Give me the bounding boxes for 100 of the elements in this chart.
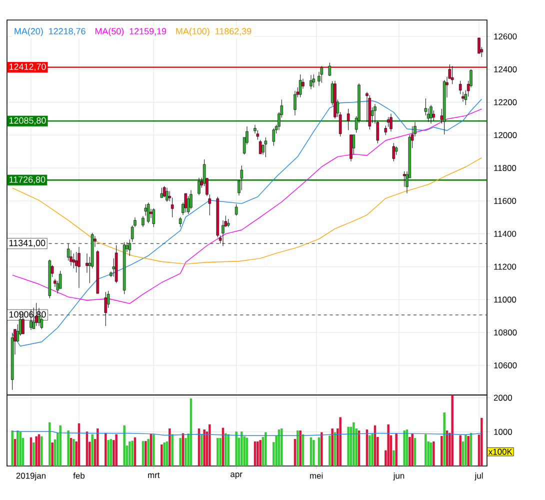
bar [163,442,166,466]
candlestick [390,113,392,132]
bar [142,441,144,466]
y-tick-label: 2000 [494,394,512,401]
bar [216,438,219,466]
bar [11,430,14,466]
candlestick [312,74,316,88]
x-tick-label: mei [310,472,323,479]
candlestick [310,74,312,90]
bar [171,434,174,466]
y-axis-title: x100K [488,448,512,455]
candlestick [74,252,78,273]
bar [331,428,334,466]
y-tick-label: 12200 [494,99,517,106]
y-tick-label: 11800 [494,165,516,172]
bar [440,436,443,466]
candlestick [392,142,396,162]
bar [144,441,147,466]
candlestick [328,62,332,76]
candlestick [72,253,76,269]
candlestick [162,186,166,198]
candlestick [320,66,324,84]
bar [432,441,435,466]
candlestick [142,216,144,228]
bar [219,438,222,466]
bar [72,439,75,466]
bar [168,428,171,466]
candlestick [104,292,108,326]
x-tick-label: jul [474,472,483,480]
candlestick [234,204,238,216]
text: MA(100) [176,28,210,36]
candlestick [402,171,406,188]
annotation: 12218,76 [49,28,86,36]
candlestick [272,128,276,146]
y-tick-label: 11600 [494,198,516,204]
candlestick [198,177,200,196]
bar [411,434,414,466]
candlestick [352,134,356,156]
bar [296,430,299,466]
candlestick [462,92,464,102]
candlestick [170,197,174,218]
x-tick-label: feb [73,472,85,479]
bar [424,434,427,466]
line-series [12,157,482,264]
candlestick [430,104,432,124]
bar [35,436,38,466]
bar [147,439,150,466]
candlestick [478,38,480,54]
candlestick [350,134,352,162]
bar [280,428,283,466]
bar [320,432,323,466]
x-tick-label: 2019jan [16,472,46,480]
candlestick [298,74,302,98]
candlestick [458,80,462,94]
y-tick-label: 11000 [494,296,516,303]
bar [352,422,355,466]
annotation: 11862,39 [216,28,252,36]
bar [392,450,395,466]
bar [123,425,126,466]
bar [464,434,467,466]
x-tick-label: apr [230,472,242,479]
candlestick [386,116,390,128]
bar [339,417,342,466]
bar [208,424,211,466]
candlestick [160,188,164,198]
bar [395,434,398,466]
y-tick-label: 1000 [494,428,512,435]
bar [104,432,107,466]
bar [256,441,259,466]
y-tick-label: 11400 [494,230,516,237]
annotation: 12159,19 [130,28,166,36]
ref-line-label: 12085,80 [9,117,46,125]
bar [115,434,118,466]
bar [110,439,112,466]
text: MA(50) [95,28,124,36]
y-tick-label: 10800 [494,330,517,336]
x-tick-label: mrt [148,472,160,478]
bar [224,433,227,466]
bar [240,432,243,466]
bar [459,435,462,466]
x-tick-label: jun [393,472,404,480]
bar [128,441,131,466]
bar [347,426,350,466]
bar [299,430,302,466]
bar [368,435,371,466]
bar [467,436,470,466]
candlestick [294,90,296,116]
bar [131,440,134,466]
bar [387,424,390,466]
bar [371,434,374,466]
candlestick [184,193,188,213]
bar [403,430,406,466]
bar [480,418,483,466]
candlestick [240,165,244,190]
bar [179,438,182,466]
candlestick [166,188,168,202]
bar [408,436,411,466]
text: MA(20) [14,28,43,36]
bar [328,436,331,466]
candlestick [256,130,260,140]
